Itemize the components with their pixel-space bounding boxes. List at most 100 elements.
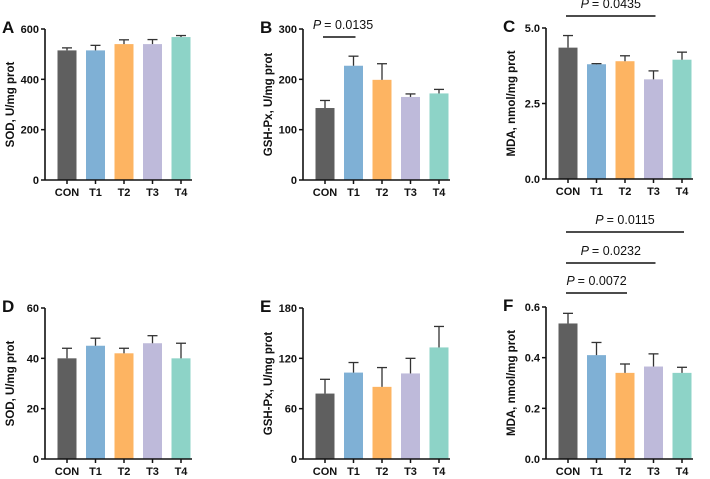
y-tick-label: 40 xyxy=(27,353,39,365)
y-tick-label: 200 xyxy=(279,74,297,86)
panel-letter: B xyxy=(260,18,272,37)
x-tick-label: CON xyxy=(556,186,581,198)
bar-T4 xyxy=(672,372,692,459)
x-tick-label: T1 xyxy=(590,186,603,198)
bar-T2 xyxy=(372,386,392,459)
bar-CON xyxy=(315,393,335,459)
bar-CON xyxy=(57,50,77,181)
bar-T4 xyxy=(429,93,449,180)
bar-CON xyxy=(558,47,578,179)
y-axis-label: GSH-Px, U/mg prot xyxy=(263,53,275,157)
bar-CON xyxy=(57,358,77,459)
y-tick-label: 120 xyxy=(279,353,297,365)
bar-T3 xyxy=(644,366,663,459)
y-tick-label: 180 xyxy=(279,303,297,315)
p-symbol: P xyxy=(566,274,577,288)
bar-T2 xyxy=(615,61,635,179)
p-symbol: P xyxy=(581,0,592,11)
x-tick-label: T3 xyxy=(404,187,417,199)
p-symbol: P xyxy=(595,213,606,227)
x-tick-label: T3 xyxy=(647,186,660,198)
y-tick-label: 600 xyxy=(21,24,39,36)
panel-E: E GSH-Px, U/mg prot CON T1 T2 T3 T4 0 60 120 180 xyxy=(260,297,450,478)
bar-CON xyxy=(558,323,578,459)
y-tick-label: 0 xyxy=(291,454,297,466)
x-tick-label: T2 xyxy=(376,187,389,199)
y-axis-label: MDA, nmol/mg prot xyxy=(506,330,518,436)
y-tick-label: 400 xyxy=(21,74,39,86)
panel-F: F MDA, nmol/mg prot CON T1 T2 T3 T4 0.0 0.2 0.4 0.… xyxy=(503,213,693,478)
p-value: = 0.0232 xyxy=(592,244,641,258)
y-tick-label: 100 xyxy=(279,125,297,137)
y-tick-label: 0 xyxy=(291,175,297,187)
x-tick-label: T1 xyxy=(590,466,603,478)
bar-T2 xyxy=(615,372,635,459)
x-tick-label: T4 xyxy=(175,187,189,199)
x-tick-label: CON xyxy=(556,466,581,478)
panel-letter: D xyxy=(2,297,14,316)
y-tick-label: 0.0 xyxy=(525,454,540,466)
x-tick-label: T4 xyxy=(676,186,690,198)
bar-T3 xyxy=(644,79,663,179)
p-value-label: P = 0.0435 xyxy=(581,0,641,11)
x-tick-label: T2 xyxy=(118,466,131,478)
y-tick-label: 0 xyxy=(33,175,39,187)
panel-D: D SOD, U/mg prot CON T1 T2 T3 T4 0 20 40 60 xyxy=(2,297,192,478)
x-tick-label: T4 xyxy=(433,466,447,478)
bar-T1 xyxy=(86,50,105,181)
x-tick-label: T3 xyxy=(146,466,159,478)
y-tick-label: 200 xyxy=(21,125,39,137)
panel-letter: E xyxy=(260,297,271,316)
p-value-label: P = 0.0232 xyxy=(581,244,641,258)
y-tick-label: 0.6 xyxy=(525,302,540,314)
bar-T1 xyxy=(344,372,363,459)
x-tick-label: CON xyxy=(313,466,338,478)
x-tick-label: T4 xyxy=(175,466,189,478)
x-tick-label: CON xyxy=(55,187,80,199)
bar-CON xyxy=(315,108,335,180)
bar-T4 xyxy=(429,347,449,459)
panel-A: A SOD, U/mg prot CON T1 T2 T3 T4 0 200 400 600 xyxy=(2,18,192,199)
x-tick-label: T3 xyxy=(146,187,159,199)
x-tick-label: T2 xyxy=(619,186,632,198)
panel-letter: F xyxy=(503,296,513,315)
x-tick-label: T2 xyxy=(376,466,389,478)
x-tick-label: T3 xyxy=(647,466,660,478)
x-tick-label: T4 xyxy=(433,187,447,199)
x-tick-label: CON xyxy=(55,466,80,478)
p-value-label: P = 0.0115 xyxy=(595,213,654,227)
y-axis-label: MDA, nmol/mg prot xyxy=(506,50,518,156)
y-axis-label: SOD, U/mg prot xyxy=(5,62,17,148)
panel-B: B GSH-Px, U/mg prot CON T1 T2 T3 T4 0 100 200 300 P… xyxy=(260,18,450,199)
x-tick-label: T1 xyxy=(89,187,102,199)
y-tick-label: 20 xyxy=(27,404,39,416)
p-symbol: P xyxy=(581,244,592,258)
p-value: = 0.0072 xyxy=(578,274,627,288)
y-tick-label: 0 xyxy=(33,454,39,466)
x-tick-label: T3 xyxy=(404,466,417,478)
bar-T3 xyxy=(401,96,420,180)
y-tick-label: 60 xyxy=(27,303,39,315)
panel-letter: A xyxy=(2,18,14,37)
bar-T4 xyxy=(672,59,692,179)
bar-T1 xyxy=(587,64,606,179)
y-axis-label: GSH-Px, U/mg prot xyxy=(263,332,275,436)
p-value: = 0.0135 xyxy=(324,18,373,32)
y-tick-label: 0.4 xyxy=(525,353,541,365)
bar-T3 xyxy=(401,373,420,459)
x-tick-label: T1 xyxy=(347,466,360,478)
bar-T1 xyxy=(587,355,606,459)
y-tick-label: 5.0 xyxy=(525,23,540,35)
panel-letter: C xyxy=(503,17,515,36)
panel-C: C MDA, nmol/mg prot CON T1 T2 T3 T4 0.0 2.5 5.0 P … xyxy=(503,0,693,198)
p-value: = 0.0435 xyxy=(592,0,641,11)
x-tick-label: T1 xyxy=(347,187,360,199)
x-tick-label: T4 xyxy=(676,466,690,478)
x-tick-label: CON xyxy=(313,187,338,199)
bar-T2 xyxy=(114,44,134,180)
bar-T3 xyxy=(143,343,162,459)
bar-T4 xyxy=(171,358,191,459)
bar-T2 xyxy=(114,353,134,459)
bar-T1 xyxy=(86,345,105,459)
